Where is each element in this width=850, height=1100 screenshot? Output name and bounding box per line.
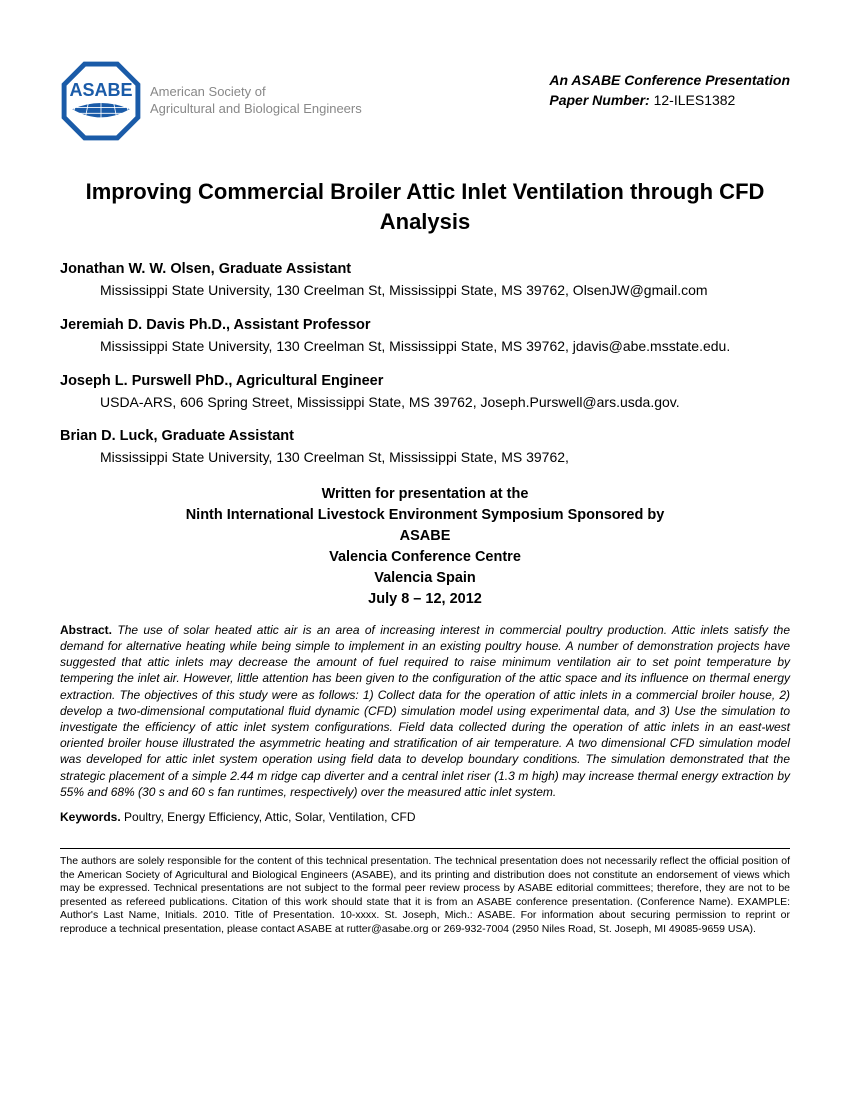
- paper-number-label: Paper Number:: [549, 92, 649, 108]
- author-affiliation: Mississippi State University, 130 Creelm…: [100, 281, 790, 301]
- logo-org-line1: American Society of: [150, 84, 362, 101]
- paper-number-value: 12-ILES1382: [654, 92, 736, 108]
- author-block: Brian D. Luck, Graduate Assistant Mississ…: [60, 428, 790, 468]
- footer-divider: [60, 848, 790, 849]
- author-name: Brian D. Luck, Graduate Assistant: [60, 428, 790, 444]
- paper-title: Improving Commercial Broiler Attic Inlet…: [60, 177, 790, 236]
- keywords-block: Keywords. Poultry, Energy Efficiency, At…: [60, 810, 790, 824]
- logo-block: ASABE American Society of Agricultural a…: [60, 60, 362, 142]
- footer-disclaimer: The authors are solely responsible for t…: [60, 855, 790, 937]
- author-affiliation: Mississippi State University, 130 Creelm…: [100, 448, 790, 468]
- author-block: Jeremiah D. Davis Ph.D., Assistant Profe…: [60, 317, 790, 357]
- header-row: ASABE American Society of Agricultural a…: [60, 60, 790, 142]
- author-affiliation: USDA-ARS, 606 Spring Street, Mississippi…: [100, 393, 790, 413]
- author-name: Jonathan W. W. Olsen, Graduate Assistant: [60, 261, 790, 277]
- authors-list: Jonathan W. W. Olsen, Graduate Assistant…: [60, 261, 790, 467]
- author-block: Jonathan W. W. Olsen, Graduate Assistant…: [60, 261, 790, 301]
- abstract-label: Abstract.: [60, 623, 112, 637]
- logo-org-line2: Agricultural and Biological Engineers: [150, 101, 362, 118]
- venue-line: Written for presentation at the: [60, 484, 790, 505]
- presentation-line: An ASABE Conference Presentation: [549, 72, 790, 88]
- paper-info: An ASABE Conference Presentation Paper N…: [549, 72, 790, 108]
- asabe-logo-icon: ASABE: [60, 60, 142, 142]
- keywords-text: Poultry, Energy Efficiency, Attic, Solar…: [124, 810, 415, 824]
- abstract-block: Abstract. The use of solar heated attic …: [60, 622, 790, 800]
- venue-line: Valencia Conference Centre: [60, 547, 790, 568]
- logo-org-text: American Society of Agricultural and Bio…: [150, 84, 362, 118]
- author-block: Joseph L. Purswell PhD., Agricultural En…: [60, 373, 790, 413]
- venue-line: Valencia Spain: [60, 568, 790, 589]
- venue-block: Written for presentation at the Ninth In…: [60, 484, 790, 610]
- author-affiliation: Mississippi State University, 130 Creelm…: [100, 337, 790, 357]
- paper-number-line: Paper Number: 12-ILES1382: [549, 92, 790, 108]
- author-name: Jeremiah D. Davis Ph.D., Assistant Profe…: [60, 317, 790, 333]
- venue-line: Ninth International Livestock Environmen…: [60, 505, 790, 526]
- abstract-text: The use of solar heated attic air is an …: [60, 623, 790, 799]
- logo-acronym: ASABE: [69, 80, 132, 100]
- author-name: Joseph L. Purswell PhD., Agricultural En…: [60, 373, 790, 389]
- venue-line: ASABE: [60, 526, 790, 547]
- venue-line: July 8 – 12, 2012: [60, 589, 790, 610]
- keywords-label: Keywords.: [60, 810, 121, 824]
